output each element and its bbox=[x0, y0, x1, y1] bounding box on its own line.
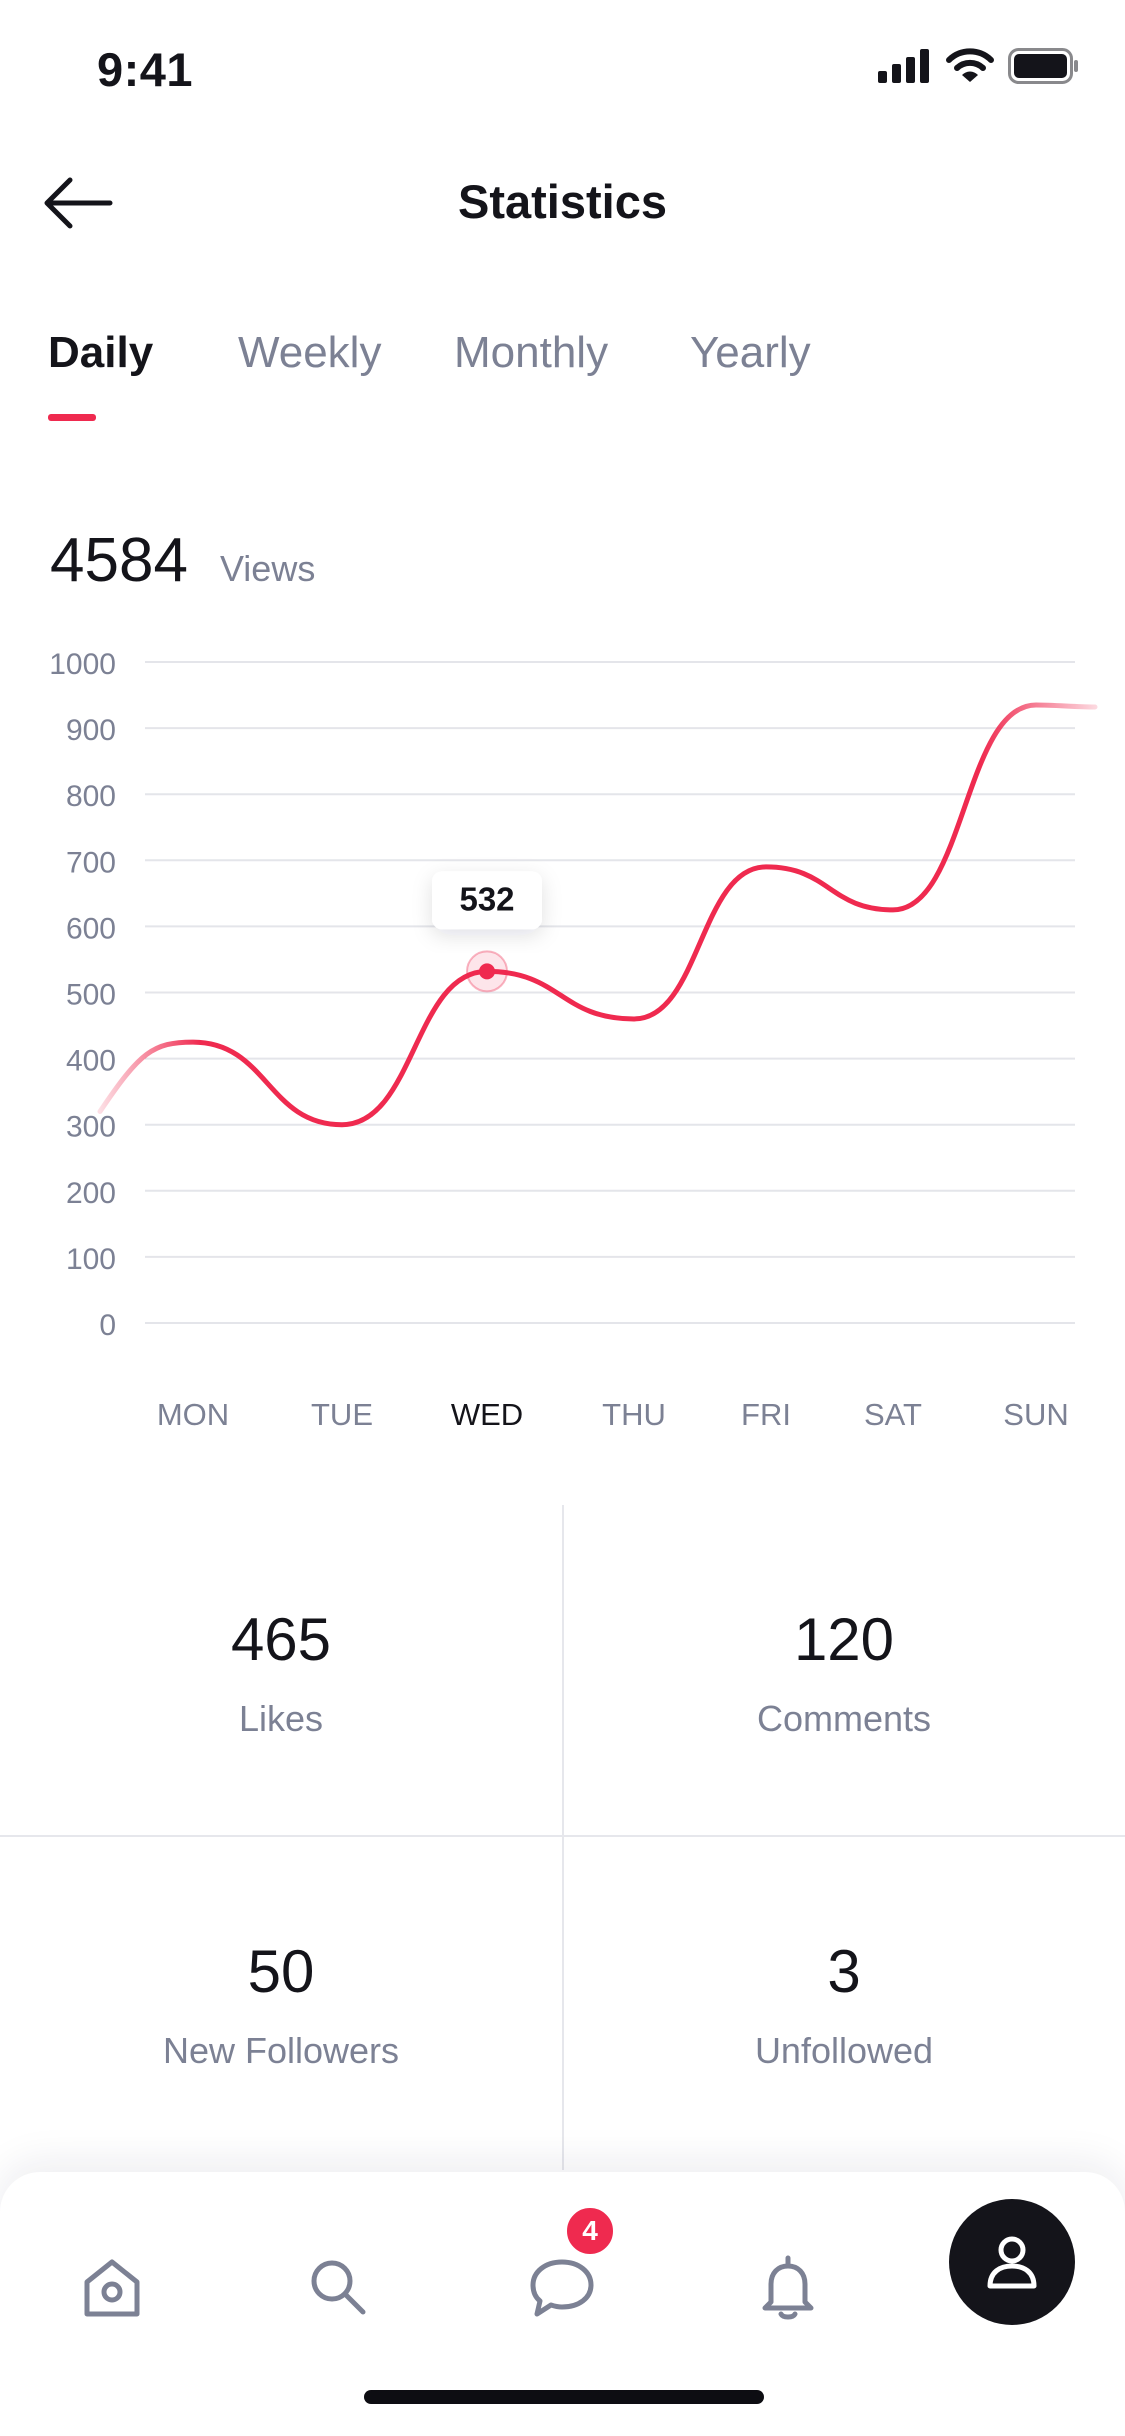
stats-grid: 465 Likes 120 Comments 50 New Followers … bbox=[0, 1505, 1125, 2170]
y-tick-label: 800 bbox=[66, 780, 116, 813]
y-tick-label: 500 bbox=[66, 979, 116, 1012]
x-tick-label: THU bbox=[602, 1397, 666, 1432]
nav-profile[interactable] bbox=[949, 2199, 1075, 2325]
home-icon bbox=[84, 2259, 140, 2317]
battery-icon bbox=[1008, 48, 1080, 89]
signal-icon bbox=[878, 49, 932, 88]
stat-label: Unfollowed bbox=[754, 2030, 934, 2071]
stat-label: Comments bbox=[756, 1698, 932, 1739]
y-tick-label: 600 bbox=[66, 912, 116, 945]
status-bar: 9:41 bbox=[0, 0, 1125, 135]
stat-unfollowed: 3 Unfollowed bbox=[563, 1837, 1125, 2167]
stat-new-followers: 50 New Followers bbox=[0, 1837, 562, 2167]
x-tick-label: MON bbox=[157, 1397, 229, 1432]
profile-icon bbox=[987, 2236, 1037, 2289]
y-tick-label: 100 bbox=[66, 1243, 116, 1276]
stat-comments: 120 Comments bbox=[563, 1505, 1125, 1835]
stat-value: 3 bbox=[827, 1938, 861, 2005]
stat-likes: 465 Likes bbox=[0, 1505, 562, 1835]
home-indicator bbox=[364, 2390, 764, 2404]
highlight-point bbox=[479, 963, 495, 980]
y-tick-label: 300 bbox=[66, 1111, 116, 1144]
grid-divider-horizontal bbox=[0, 1835, 1125, 1837]
y-tick-label: 900 bbox=[66, 714, 116, 747]
stat-value: 50 bbox=[247, 1938, 315, 2005]
arrow-left-icon bbox=[44, 177, 113, 229]
views-summary: 4584 Views bbox=[50, 525, 315, 596]
x-tick-label: SAT bbox=[864, 1397, 922, 1432]
stat-value: 465 bbox=[230, 1606, 332, 1673]
back-button[interactable] bbox=[38, 168, 128, 238]
stat-label: Likes bbox=[238, 1698, 324, 1739]
active-tab-indicator bbox=[48, 414, 96, 421]
series-line-views bbox=[97, 702, 1098, 1128]
search-icon bbox=[311, 2260, 366, 2315]
y-tick-label: 400 bbox=[66, 1045, 116, 1078]
y-tick-label: 1000 bbox=[49, 648, 116, 681]
status-icons bbox=[878, 48, 1080, 89]
x-tick-label: SUN bbox=[1003, 1397, 1068, 1432]
tab-weekly[interactable]: Weekly bbox=[238, 328, 382, 377]
views-label: Views bbox=[219, 548, 316, 589]
nav-messages[interactable] bbox=[502, 2227, 622, 2347]
views-chart: 1000 900 800 700 600 500 400 300 200 100 0 MON TUE WE… bbox=[0, 620, 1125, 1440]
wifi-icon bbox=[946, 48, 994, 89]
y-tick-label: 700 bbox=[66, 846, 116, 879]
messages-badge: 4 bbox=[563, 2204, 617, 2258]
x-tick-label: FRI bbox=[741, 1397, 791, 1432]
grid-divider-vertical bbox=[562, 1505, 564, 2170]
nav-notifications[interactable] bbox=[728, 2227, 848, 2347]
y-tick-label: 0 bbox=[99, 1309, 116, 1342]
chat-icon bbox=[530, 2259, 594, 2317]
nav-home[interactable] bbox=[52, 2227, 172, 2347]
tooltip-value: 532 bbox=[459, 880, 514, 917]
tooltip-bubble bbox=[432, 871, 542, 930]
bell-icon bbox=[762, 2255, 814, 2320]
x-tick-label: WED bbox=[451, 1397, 523, 1432]
stat-value: 120 bbox=[793, 1606, 895, 1673]
views-total: 4584 bbox=[50, 526, 188, 595]
status-time: 9:41 bbox=[97, 43, 194, 96]
tab-monthly[interactable]: Monthly bbox=[454, 328, 609, 377]
y-tick-label: 200 bbox=[66, 1177, 116, 1210]
tab-yearly[interactable]: Yearly bbox=[690, 328, 811, 377]
nav-search[interactable] bbox=[278, 2227, 398, 2347]
page-title: Statistics bbox=[458, 175, 667, 228]
tab-daily[interactable]: Daily bbox=[48, 328, 154, 377]
stat-label: New Followers bbox=[162, 2030, 400, 2071]
header: Statistics bbox=[0, 150, 1125, 255]
x-tick-label: TUE bbox=[311, 1397, 373, 1432]
